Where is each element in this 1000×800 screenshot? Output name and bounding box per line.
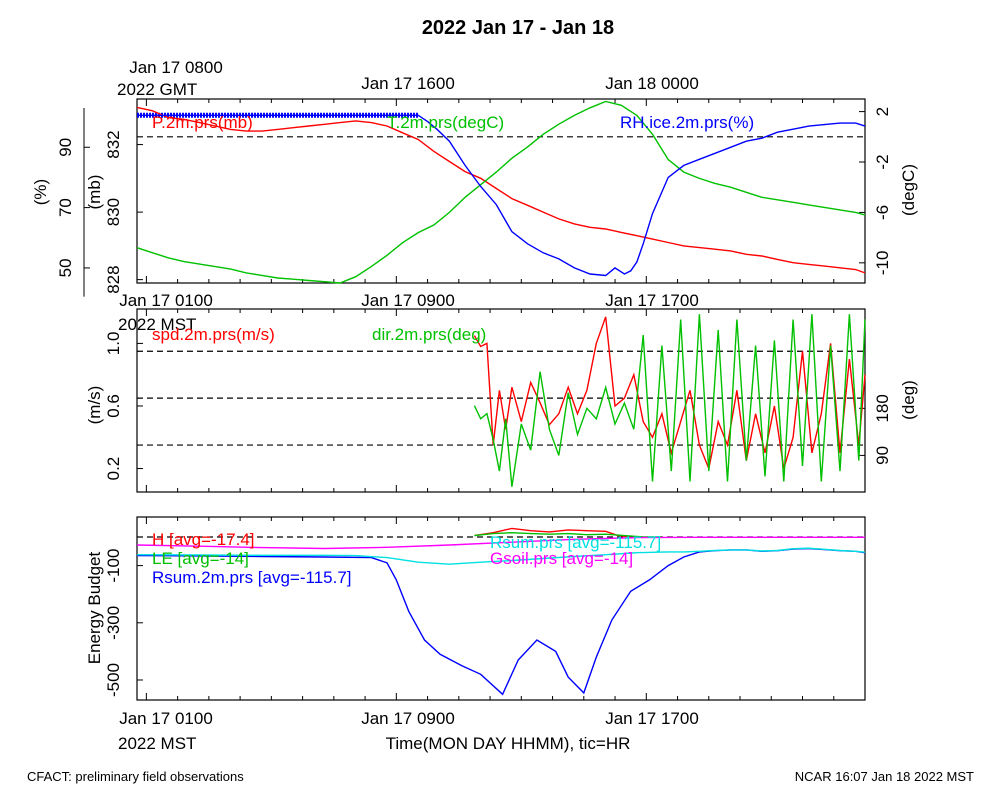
series-line-top-0 (136, 106, 866, 274)
mb-axis-tick-label: 832 (104, 130, 123, 158)
ms-axis-tick-label: 0.2 (104, 457, 123, 481)
legend-middle-0: spd.2m.prs(m/s) (152, 325, 275, 344)
energy-axis-tick-label: -300 (104, 606, 123, 640)
series-line-middle-1 (473, 314, 866, 487)
mst-time-label-bottom: Jan 17 1700 (605, 709, 699, 728)
percent-axis-tick-label: 70 (56, 198, 75, 217)
legend-bottom-0: H [avg=-17.4] (152, 530, 255, 549)
energy-axis-tick-label: -100 (104, 549, 123, 583)
panel-bottom-frame (136, 516, 866, 701)
deg-axis-tick-label: 90 (873, 446, 892, 465)
percent-axis-tick-label: 50 (56, 258, 75, 277)
legend-middle-1: dir.2m.prs(deg) (372, 325, 486, 344)
mst-time-label-top: Jan 17 1700 (605, 291, 699, 310)
mst-zone-label-bottom: 2022 MST (118, 734, 196, 753)
legend-bottom-3: Rsum.prs [avg=-115.7] (490, 533, 661, 552)
gmt-time-label: Jan 18 0000 (605, 74, 699, 93)
mst-zone-label-top: 2022 MST (118, 315, 196, 334)
chart-title: 2022 Jan 17 - Jan 18 (422, 17, 614, 39)
footer-left: CFACT: preliminary field observations (27, 769, 244, 784)
legend-bottom-2: Rsum.2m.prs [avg=-115.7] (152, 568, 352, 587)
series-line-top-1 (136, 100, 866, 284)
mst-time-label-bottom: Jan 17 0900 (361, 709, 455, 728)
degc-axis-tick-label: -6 (873, 205, 892, 220)
gmt-time-label: Jan 17 1600 (361, 74, 455, 93)
panel-middle-frame (136, 308, 866, 493)
legend-bottom-1: LE [avg=-14] (152, 549, 249, 568)
legend-top-1: T.2m.prs(degC) (387, 113, 504, 132)
degc-axis-tick-label: 2 (873, 107, 892, 116)
footer-right: NCAR 16:07 Jan 18 2022 MST (795, 769, 974, 784)
series-line-bottom-1 (474, 531, 662, 538)
series-line-bottom-3 (136, 547, 866, 565)
series-line-bottom-0 (474, 527, 631, 538)
gmt-zone-label: 2022 GMT (117, 80, 197, 99)
deg-axis-tick-label: 180 (873, 394, 892, 422)
x-axis-label: Time(MON DAY HHMM), tic=HR (386, 734, 631, 753)
energy-axis-tick-label: -500 (104, 663, 123, 697)
ms-axis-tick-label: 1.0 (104, 332, 123, 356)
legend-top-0: P.2m.prs(mb) (152, 113, 253, 132)
series-line-middle-0 (473, 316, 866, 471)
mb-axis-tick-label: 828 (104, 265, 123, 293)
deg-axis-label: (deg) (899, 380, 918, 420)
gmt-time-label: Jan 17 0800 (129, 58, 223, 77)
ms-axis-label: (m/s) (85, 386, 104, 425)
legend-top-2: RH.ice.2m.prs(%) (620, 113, 754, 132)
energy-axis-label: Energy Budget (85, 551, 104, 664)
mst-time-label-top: Jan 17 0100 (119, 291, 213, 310)
degc-axis-label: (degC) (899, 164, 918, 216)
panel-top-frame (136, 98, 866, 284)
mb-axis-label: (mb) (85, 175, 104, 210)
degc-axis-tick-label: -10 (873, 251, 892, 276)
mst-time-label-top: Jan 17 0900 (361, 291, 455, 310)
mst-time-label-bottom: Jan 17 0100 (119, 709, 213, 728)
mb-axis-tick-label: 830 (104, 198, 123, 226)
percent-axis-tick-label: 90 (56, 138, 75, 157)
degc-axis-tick-label: -2 (873, 154, 892, 169)
legend-bottom-4: Gsoil.prs [avg=-14] (490, 549, 633, 568)
percent-axis-label: (%) (31, 179, 50, 205)
series-line-top-2 (137, 114, 866, 277)
ms-axis-tick-label: 0.6 (104, 394, 123, 418)
series-line-bottom-4 (136, 536, 865, 550)
